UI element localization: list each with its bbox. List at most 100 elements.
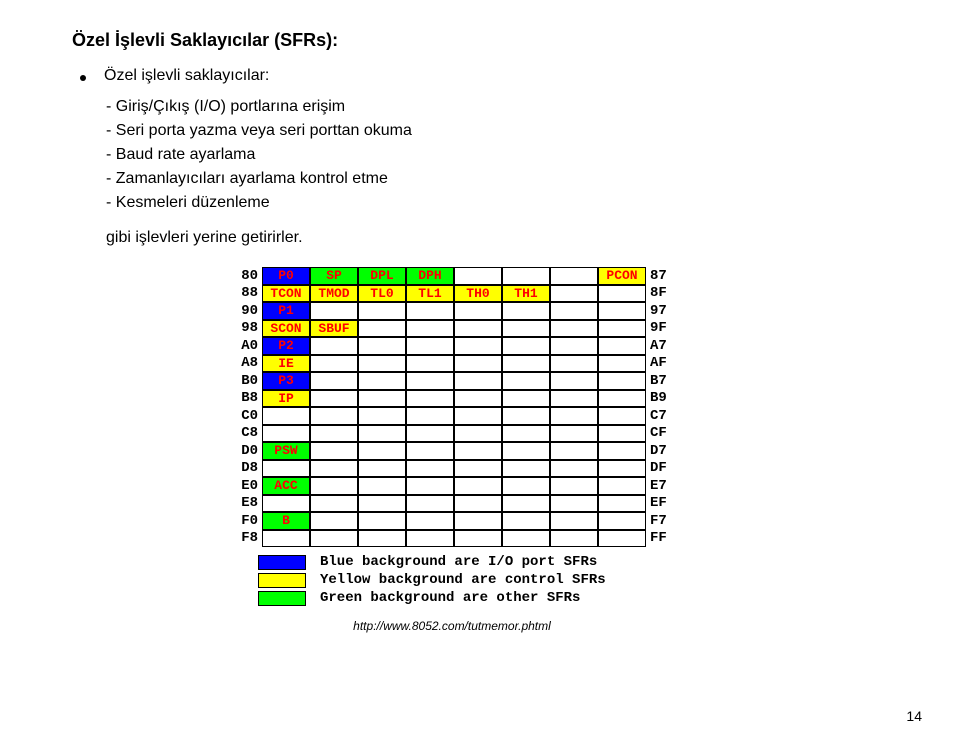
sfr-cell: TH0 (454, 285, 502, 303)
sfr-cell (406, 355, 454, 373)
sfr-cell (598, 320, 646, 338)
sfr-cell: TH1 (502, 285, 550, 303)
addr-left: 90 (232, 302, 262, 320)
sfr-cell (502, 425, 550, 443)
sfr-cell (358, 407, 406, 425)
sfr-cell (310, 530, 358, 548)
sfr-cell (358, 530, 406, 548)
sfr-cell (502, 390, 550, 408)
sub-item: - Giriş/Çıkış (I/O) portlarına erişim (106, 95, 900, 119)
sfr-cell: P0 (262, 267, 310, 285)
sfr-cell (310, 302, 358, 320)
addr-right: 8F (646, 285, 676, 303)
legend-text: Green background are other SFRs (320, 590, 580, 606)
sfr-cell (598, 337, 646, 355)
sub-item: - Kesmeleri düzenleme (106, 191, 900, 215)
legend-swatch (258, 591, 306, 606)
sfr-cell (358, 355, 406, 373)
table-row: 80P0SPDPLDPHPCON87 (232, 267, 900, 285)
sfr-cell (262, 425, 310, 443)
sfr-cell (310, 512, 358, 530)
sfr-cell (598, 477, 646, 495)
sfr-cell (598, 530, 646, 548)
sfr-cell (550, 477, 598, 495)
sfr-cell (310, 477, 358, 495)
sfr-cell (454, 320, 502, 338)
page-title: Özel İşlevli Saklayıcılar (SFRs): (72, 30, 900, 51)
table-row: B0P3B7 (232, 372, 900, 390)
legend-row: Green background are other SFRs (258, 589, 900, 607)
sfr-cell (598, 390, 646, 408)
sfr-cell (406, 390, 454, 408)
sfr-cell: P2 (262, 337, 310, 355)
sfr-cell (406, 407, 454, 425)
sfr-cell (598, 302, 646, 320)
bullet-label: Özel işlevli saklayıcılar: (104, 67, 269, 85)
sfr-cell (358, 390, 406, 408)
addr-left: E8 (232, 495, 262, 513)
sfr-cell (406, 460, 454, 478)
bullet-dot-icon (80, 75, 86, 81)
addr-left: E0 (232, 477, 262, 495)
sfr-cell (262, 495, 310, 513)
addr-right: 9F (646, 320, 676, 338)
sfr-cell (502, 355, 550, 373)
sfr-cell (550, 267, 598, 285)
sfr-cell (454, 530, 502, 548)
addr-right: E7 (646, 477, 676, 495)
sfr-cell (358, 495, 406, 513)
sfr-cell (454, 267, 502, 285)
sfr-cell (502, 477, 550, 495)
sfr-cell (310, 407, 358, 425)
table-row: E0ACCE7 (232, 477, 900, 495)
legend: Blue background are I/O port SFRsYellow … (258, 553, 900, 607)
footnote: gibi işlevleri yerine getirirler. (106, 229, 900, 247)
sfr-cell (502, 495, 550, 513)
sub-item: - Baud rate ayarlama (106, 143, 900, 167)
addr-right: A7 (646, 337, 676, 355)
sfr-cell (598, 512, 646, 530)
table-row: D0PSWD7 (232, 442, 900, 460)
sfr-cell (358, 337, 406, 355)
legend-row: Yellow background are control SFRs (258, 571, 900, 589)
sfr-cell (310, 425, 358, 443)
table-row: C8CF (232, 425, 900, 443)
addr-right: 87 (646, 267, 676, 285)
addr-right: D7 (646, 442, 676, 460)
sfr-cell (502, 337, 550, 355)
sfr-cell (502, 320, 550, 338)
sfr-cell (310, 355, 358, 373)
sfr-cell (406, 320, 454, 338)
sfr-cell (406, 477, 454, 495)
sfr-cell (502, 512, 550, 530)
sfr-cell: TMOD (310, 285, 358, 303)
addr-right: CF (646, 425, 676, 443)
sfr-cell: PCON (598, 267, 646, 285)
sfr-cell: TCON (262, 285, 310, 303)
addr-right: C7 (646, 407, 676, 425)
sfr-cell (502, 442, 550, 460)
sfr-cell (454, 372, 502, 390)
sfr-cell (550, 285, 598, 303)
addr-left: 98 (232, 320, 262, 338)
sfr-cell (454, 337, 502, 355)
sfr-cell: DPL (358, 267, 406, 285)
sfr-cell (406, 372, 454, 390)
addr-right: F7 (646, 512, 676, 530)
sfr-cell (598, 372, 646, 390)
sfr-cell (550, 337, 598, 355)
sfr-cell (310, 337, 358, 355)
sfr-cell (550, 390, 598, 408)
sfr-cell (310, 390, 358, 408)
sfr-cell (454, 425, 502, 443)
sfr-cell (550, 407, 598, 425)
sfr-cell (406, 337, 454, 355)
sfr-cell (262, 460, 310, 478)
sfr-cell (454, 460, 502, 478)
table-row: C0C7 (232, 407, 900, 425)
addr-left: B0 (232, 372, 262, 390)
sfr-cell (358, 320, 406, 338)
addr-left: F0 (232, 512, 262, 530)
bullet-item: Özel işlevli saklayıcılar: (72, 67, 900, 85)
sfr-cell (598, 355, 646, 373)
